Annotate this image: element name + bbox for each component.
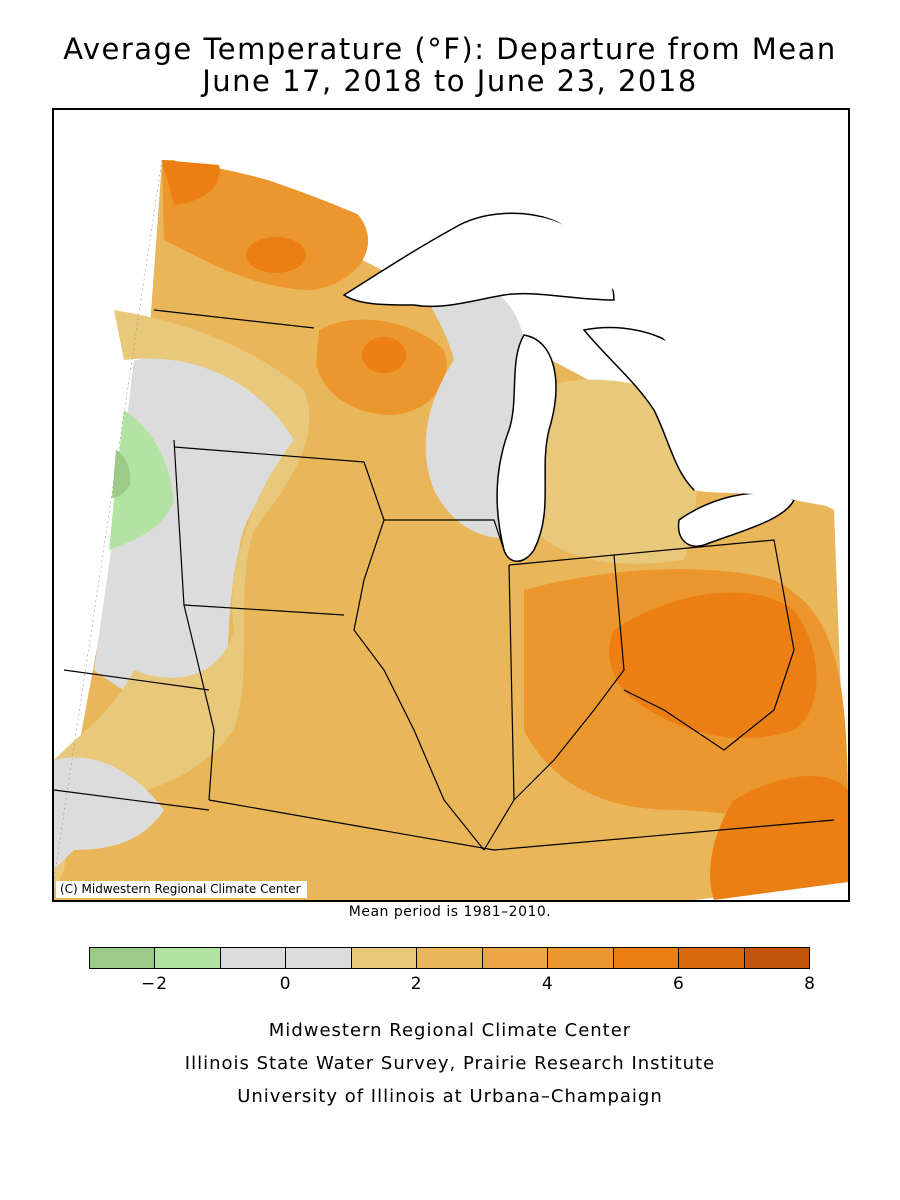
color-legend [89, 947, 810, 969]
region-green-west [109, 410, 174, 550]
map-title: Average Temperature (°F): Departure from… [63, 32, 837, 66]
legend-tick-label: 8 [804, 974, 816, 994]
map-canvas [54, 110, 848, 900]
region-gray-southwest [54, 757, 164, 870]
legend-bin [482, 948, 549, 968]
legend-bin [548, 948, 614, 968]
state-boundaries [54, 309, 835, 851]
credit-isws: Illinois State Water Survey, Prairie Res… [184, 1053, 716, 1074]
legend-tick-label: 4 [541, 974, 554, 994]
region-hot-arrowhead [246, 237, 306, 273]
legend-bin [220, 948, 287, 968]
map-date-range: June 17, 2018 to June 23, 2018 [202, 64, 698, 98]
legend-tick-label: −2 [141, 974, 169, 994]
legend-bin [613, 948, 680, 968]
legend-bin [351, 948, 418, 968]
region-hot-wisconsin [362, 337, 406, 373]
region-hot-north-mn [162, 160, 220, 205]
legend-bar [89, 947, 810, 969]
legend-tick-label: 0 [279, 974, 292, 994]
legend-bin [286, 948, 352, 968]
legend-bin [417, 948, 483, 968]
lake-erie [677, 492, 796, 547]
legend-bin [90, 948, 156, 968]
temperature-departure-map: (C) Midwestern Regional Climate Center [52, 108, 850, 902]
mean-period-note: Mean period is 1981–2010. [348, 904, 552, 920]
credit-mrcc: Midwestern Regional Climate Center [268, 1020, 632, 1041]
region-warm-north-mn [162, 160, 369, 290]
region-hotter-ohio [609, 592, 817, 739]
legend-bin [155, 948, 221, 968]
lake-superior [342, 212, 615, 308]
lake-michigan [496, 334, 557, 562]
legend-bin [744, 948, 809, 968]
map-copyright: (C) Midwestern Regional Climate Center [56, 881, 307, 898]
legend-tick-label: 6 [672, 974, 685, 994]
credit-uiuc: University of Illinois at Urbana–Champai… [237, 1086, 663, 1107]
region-light-warm-michigan [534, 379, 699, 564]
legend-tick-label: 2 [410, 974, 423, 994]
region-light-warm-west [54, 310, 310, 890]
projection-edge [54, 159, 163, 881]
region-hottest-east [710, 776, 848, 900]
canada-land [219, 110, 848, 510]
legend-bin [679, 948, 745, 968]
